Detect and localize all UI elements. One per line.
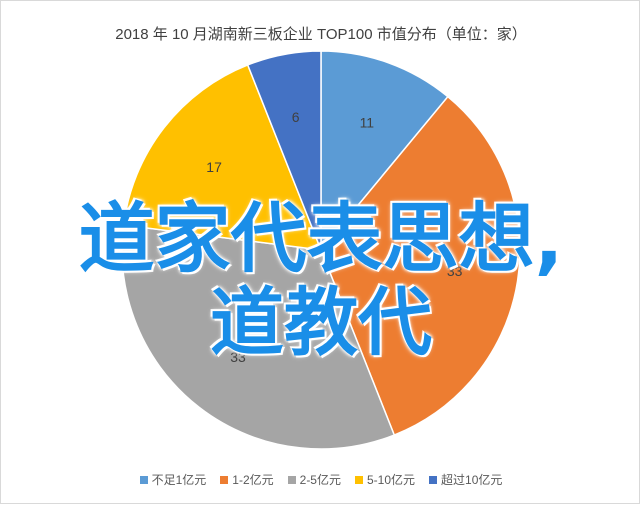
legend-label: 1-2亿元 [232,473,274,487]
legend-label: 不足1亿元 [151,473,207,487]
legend-swatch [287,475,296,484]
legend-item-3: 2-5亿元 [287,471,341,488]
legend-item-4: 5-10亿元 [355,471,415,488]
data-label-4: 17 [206,159,222,175]
chart-title: 2018 年 10 月湖南新三板企业 TOP100 市值分布（单位：家） [115,26,527,43]
legend-item-2: 1-2亿元 [220,471,274,488]
chart-legend: 不足1亿元 1-2亿元 2-5亿元 5-10亿元 超过10亿元 [1,471,640,488]
pie-slice-2 [320,95,521,437]
legend-item-5: 超过10亿元 [429,471,502,488]
overlay-text-line1: 道家代表思想, [78,194,564,283]
pie-slice-1 [320,50,449,253]
data-label-5: 6 [292,109,300,125]
legend-label: 2-5亿元 [299,473,341,487]
legend-swatch [139,475,148,484]
overlay-text-line2: 道教代 [210,280,432,366]
data-label-3: 33 [230,349,246,365]
legend-label: 5-10亿元 [367,473,416,487]
data-label-1: 11 [360,115,375,131]
legend-swatch [220,475,229,484]
pie-slice-3 [121,224,396,450]
legend-label: 超过10亿元 [441,473,503,487]
legend-item-1: 不足1亿元 [139,471,207,488]
pie-slice-5 [246,50,322,251]
legend-swatch [429,475,438,484]
pie-slice-4 [122,64,323,251]
data-label-2: 33 [447,263,463,279]
legend-swatch [355,475,363,484]
